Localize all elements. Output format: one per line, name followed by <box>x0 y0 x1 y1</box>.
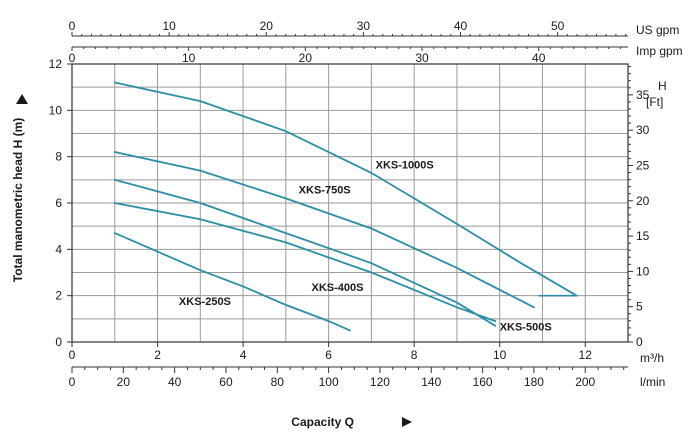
label-xks-400s: XKS-400S <box>312 282 364 294</box>
imp-gpm-tick-label: 0 <box>69 51 76 65</box>
us-gpm-tick-label: 10 <box>162 19 176 33</box>
m3h-unit: m³/h <box>640 351 664 365</box>
x-tick-label: 8 <box>411 348 418 362</box>
curve-xks-500s <box>113 178 497 327</box>
y-tick-label: 10 <box>49 103 63 117</box>
ft-tick-label: 0 <box>636 335 643 349</box>
us-gpm-tick-label: 30 <box>357 19 371 33</box>
curve-xks-750s <box>113 151 535 309</box>
label-xks-750s: XKS-750S <box>299 185 351 197</box>
ft-tick-label: 5 <box>636 300 643 314</box>
x-axis-arrow-icon <box>402 417 412 427</box>
x-axis-ticks-us-gpm: 0 10 20 30 40 50 <box>69 19 565 36</box>
us-gpm-tick-label: 0 <box>69 19 76 33</box>
ft-tick-label: 15 <box>636 229 650 243</box>
lpm-tick-label: 0 <box>69 375 76 389</box>
ft-tick-label: 10 <box>636 264 650 278</box>
lpm-tick-label: 180 <box>524 375 544 389</box>
label-xks-250s: XKS-250S <box>179 296 231 308</box>
lpm-tick-label: 40 <box>168 375 182 389</box>
us-gpm-unit: US gpm <box>636 23 679 37</box>
x-tick-label: 12 <box>579 348 593 362</box>
y-axis-ticks-m: 0 2 4 6 8 10 12 <box>49 57 72 349</box>
x-axis-ticks-imp-gpm: 0 10 20 30 40 <box>69 47 546 65</box>
y-tick-label: 4 <box>55 242 62 256</box>
lpm-minor-ticks <box>84 367 625 370</box>
ft-tick-label: 30 <box>636 123 650 137</box>
x-tick-label: 2 <box>154 348 161 362</box>
x-tick-label: 10 <box>493 348 507 362</box>
lpm-tick-label: 20 <box>117 375 131 389</box>
y-axis-ticks-ft: 0 5 10 15 20 25 30 35 <box>628 66 650 349</box>
x-tick-label: 0 <box>69 348 76 362</box>
imp-gpm-tick-label: 40 <box>532 51 546 65</box>
top-minor-ticks <box>81 34 627 49</box>
lpm-tick-label: 80 <box>271 375 285 389</box>
x-tick-label: 4 <box>240 348 247 362</box>
curve-xks-400s <box>113 202 497 323</box>
us-gpm-tick-label: 40 <box>454 19 468 33</box>
curve-xks-1000s <box>113 81 578 297</box>
pump-curves <box>113 81 578 332</box>
label-xks-500s: XKS-500S <box>500 321 552 333</box>
y-tick-label: 2 <box>55 289 62 303</box>
ft-tick-label: 35 <box>636 88 650 102</box>
y-tick-label: 0 <box>55 335 62 349</box>
y-tick-label: 8 <box>55 150 62 164</box>
lpm-tick-label: 160 <box>473 375 493 389</box>
lpm-unit: l/min <box>640 375 665 389</box>
lpm-tick-label: 200 <box>575 375 595 389</box>
us-gpm-tick-label: 20 <box>260 19 274 33</box>
horizontal-gridlines <box>72 86 628 320</box>
x-axis-title: Capacity Q <box>291 415 354 429</box>
ft-tick-label: 25 <box>636 158 650 172</box>
x-tick-label: 6 <box>325 348 332 362</box>
us-gpm-tick-label: 50 <box>551 19 565 33</box>
imp-gpm-tick-label: 30 <box>415 51 429 65</box>
ft-tick-label: 20 <box>636 194 650 208</box>
imp-gpm-tick-label: 10 <box>182 51 196 65</box>
curve-labels: XKS-1000S XKS-750S XKS-500S XKS-400S XKS-250… <box>179 159 552 333</box>
ft-unit-line2: [Ft] <box>646 95 663 109</box>
imp-gpm-tick-label: 20 <box>299 51 313 65</box>
label-xks-1000s: XKS-1000S <box>376 159 434 171</box>
curve-xks-250s <box>113 232 351 332</box>
ft-unit-line1: H <box>658 79 667 93</box>
y-axis-arrow-icon <box>16 94 28 104</box>
y-axis-title-group: Total manometric head H (m) <box>11 118 25 282</box>
y-axis-title: Total manometric head H (m) <box>11 118 25 282</box>
y-tick-label: 6 <box>55 196 62 210</box>
lpm-tick-label: 140 <box>421 375 441 389</box>
y-tick-label: 12 <box>49 57 63 71</box>
x-axis-ticks-m3h: 0 2 4 6 8 10 12 <box>69 342 593 362</box>
imp-gpm-unit: Imp gpm <box>636 44 683 58</box>
lpm-tick-label: 100 <box>319 375 339 389</box>
lpm-tick-label: 120 <box>370 375 390 389</box>
lpm-tick-label: 60 <box>219 375 233 389</box>
x-axis-ticks-lpm: 0 20 40 60 80 100 120 140 160 180 200 <box>69 367 596 389</box>
